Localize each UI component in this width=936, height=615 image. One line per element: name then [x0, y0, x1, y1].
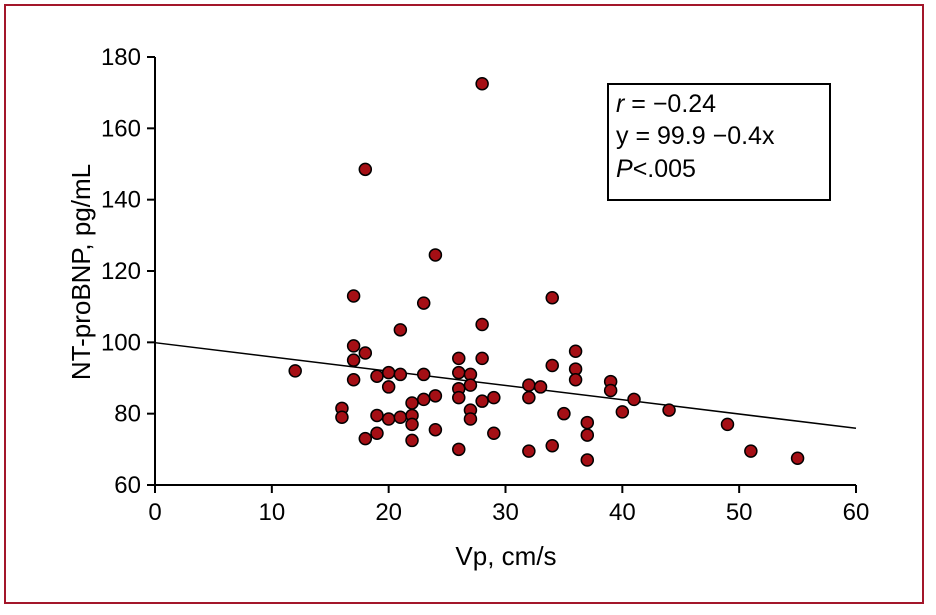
data-point	[475, 317, 489, 332]
data-point	[662, 403, 676, 417]
data-point	[346, 373, 361, 387]
data-point	[452, 442, 466, 457]
data-point	[370, 369, 384, 383]
data-point	[393, 410, 408, 424]
data-point	[580, 453, 595, 467]
data-point	[346, 289, 361, 303]
x-tick-label: 0	[148, 499, 161, 526]
data-point	[405, 433, 419, 448]
x-tick-label: 30	[492, 499, 519, 526]
data-point	[358, 162, 373, 177]
data-point	[568, 373, 583, 387]
data-point	[346, 339, 361, 353]
data-point	[545, 291, 559, 305]
data-point	[335, 410, 349, 424]
y-tick-label: 140	[101, 187, 141, 214]
p-symbol: P	[616, 155, 633, 183]
data-point	[370, 408, 384, 423]
y-tick-label: 180	[101, 44, 141, 71]
data-point	[615, 405, 630, 419]
data-point	[522, 378, 536, 392]
data-point	[790, 451, 805, 465]
y-tick-label: 80	[114, 401, 141, 428]
data-point	[463, 412, 478, 426]
x-tick-label: 60	[843, 499, 870, 526]
y-tick-label: 100	[101, 329, 141, 356]
figure-frame	[4, 4, 924, 604]
regression-line	[154, 341, 857, 430]
data-point	[452, 390, 466, 405]
data-point	[452, 365, 466, 380]
data-point	[475, 77, 489, 91]
data-point	[720, 417, 735, 432]
stat-equation: y = 99.9 −0.4x	[616, 122, 775, 150]
stat-p-line: P<.005	[616, 155, 696, 183]
data-point	[580, 415, 595, 430]
data-point	[487, 426, 501, 441]
data-point	[416, 296, 431, 310]
data-point	[452, 351, 466, 366]
data-point	[381, 380, 396, 394]
stat-r-line: r = −0.24	[616, 90, 716, 118]
y-tick-label: 120	[101, 258, 141, 285]
data-point	[416, 367, 431, 382]
data-point	[416, 392, 431, 407]
data-point	[428, 422, 443, 437]
data-point	[393, 367, 408, 382]
data-point	[346, 353, 361, 367]
r-value: = −0.24	[624, 90, 716, 118]
data-point	[744, 444, 758, 458]
x-tick-label: 10	[258, 499, 285, 526]
data-point	[358, 346, 373, 360]
data-point	[568, 344, 583, 358]
stats-box-border	[607, 83, 831, 201]
data-point	[475, 394, 489, 408]
p-value: <.005	[633, 155, 696, 183]
data-point	[545, 439, 559, 453]
data-point	[533, 380, 548, 394]
data-point	[545, 358, 559, 373]
data-point	[405, 396, 419, 410]
stats-box: r = −0.24 y = 99.9 −0.4x P<.005	[607, 83, 831, 201]
data-point	[288, 364, 302, 378]
data-point	[475, 351, 489, 366]
data-point	[358, 431, 373, 446]
data-point	[522, 390, 536, 405]
x-axis-label: Vp, cm/s	[455, 541, 556, 571]
x-tick-label: 50	[726, 499, 753, 526]
data-point	[522, 444, 536, 458]
y-axis-label: NT-proBNP, pg/mL	[66, 164, 96, 380]
data-point	[381, 365, 396, 380]
data-point	[428, 389, 443, 403]
x-tick-label: 20	[375, 499, 402, 526]
data-point	[428, 248, 443, 262]
data-point	[381, 412, 396, 426]
data-point	[370, 426, 384, 441]
r-symbol: r	[616, 90, 626, 118]
y-tick-label: 60	[114, 472, 141, 499]
x-tick-label: 40	[609, 499, 636, 526]
y-tick-label: 160	[101, 115, 141, 142]
data-point	[603, 383, 618, 398]
data-point	[487, 390, 501, 405]
data-point	[463, 378, 478, 392]
data-point	[393, 323, 408, 337]
data-point	[627, 392, 641, 407]
data-point	[405, 417, 419, 432]
data-point	[557, 406, 571, 421]
data-point	[580, 428, 595, 442]
